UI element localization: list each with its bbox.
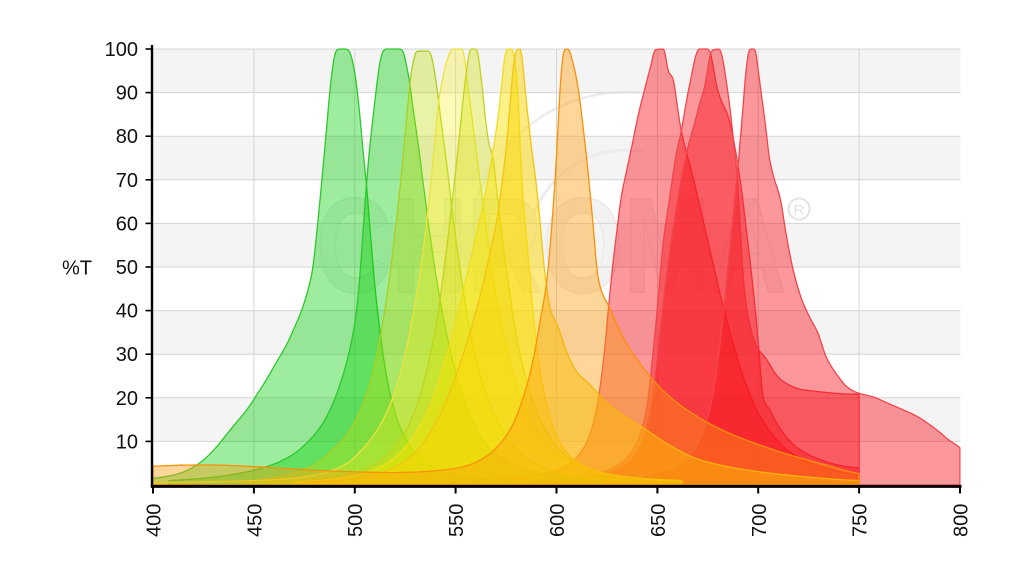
svg-text:650: 650 [648,504,670,537]
svg-text:%T: %T [62,258,92,280]
svg-text:550: 550 [446,504,468,537]
svg-text:450: 450 [244,504,266,537]
svg-text:10: 10 [116,431,138,453]
svg-text:30: 30 [116,344,138,366]
svg-text:90: 90 [116,83,138,105]
svg-text:700: 700 [749,504,771,537]
svg-text:400: 400 [144,504,166,537]
svg-text:40: 40 [116,301,138,323]
svg-text:750: 750 [850,504,872,537]
svg-text:20: 20 [116,388,138,410]
svg-text:600: 600 [547,504,569,537]
svg-text:60: 60 [116,213,138,235]
svg-text:70: 70 [116,170,138,192]
svg-text:80: 80 [116,126,138,148]
svg-text:800: 800 [951,504,973,537]
svg-text:R: R [794,202,805,219]
svg-text:500: 500 [345,504,367,537]
svg-text:50: 50 [116,257,138,279]
svg-text:100: 100 [105,39,138,61]
